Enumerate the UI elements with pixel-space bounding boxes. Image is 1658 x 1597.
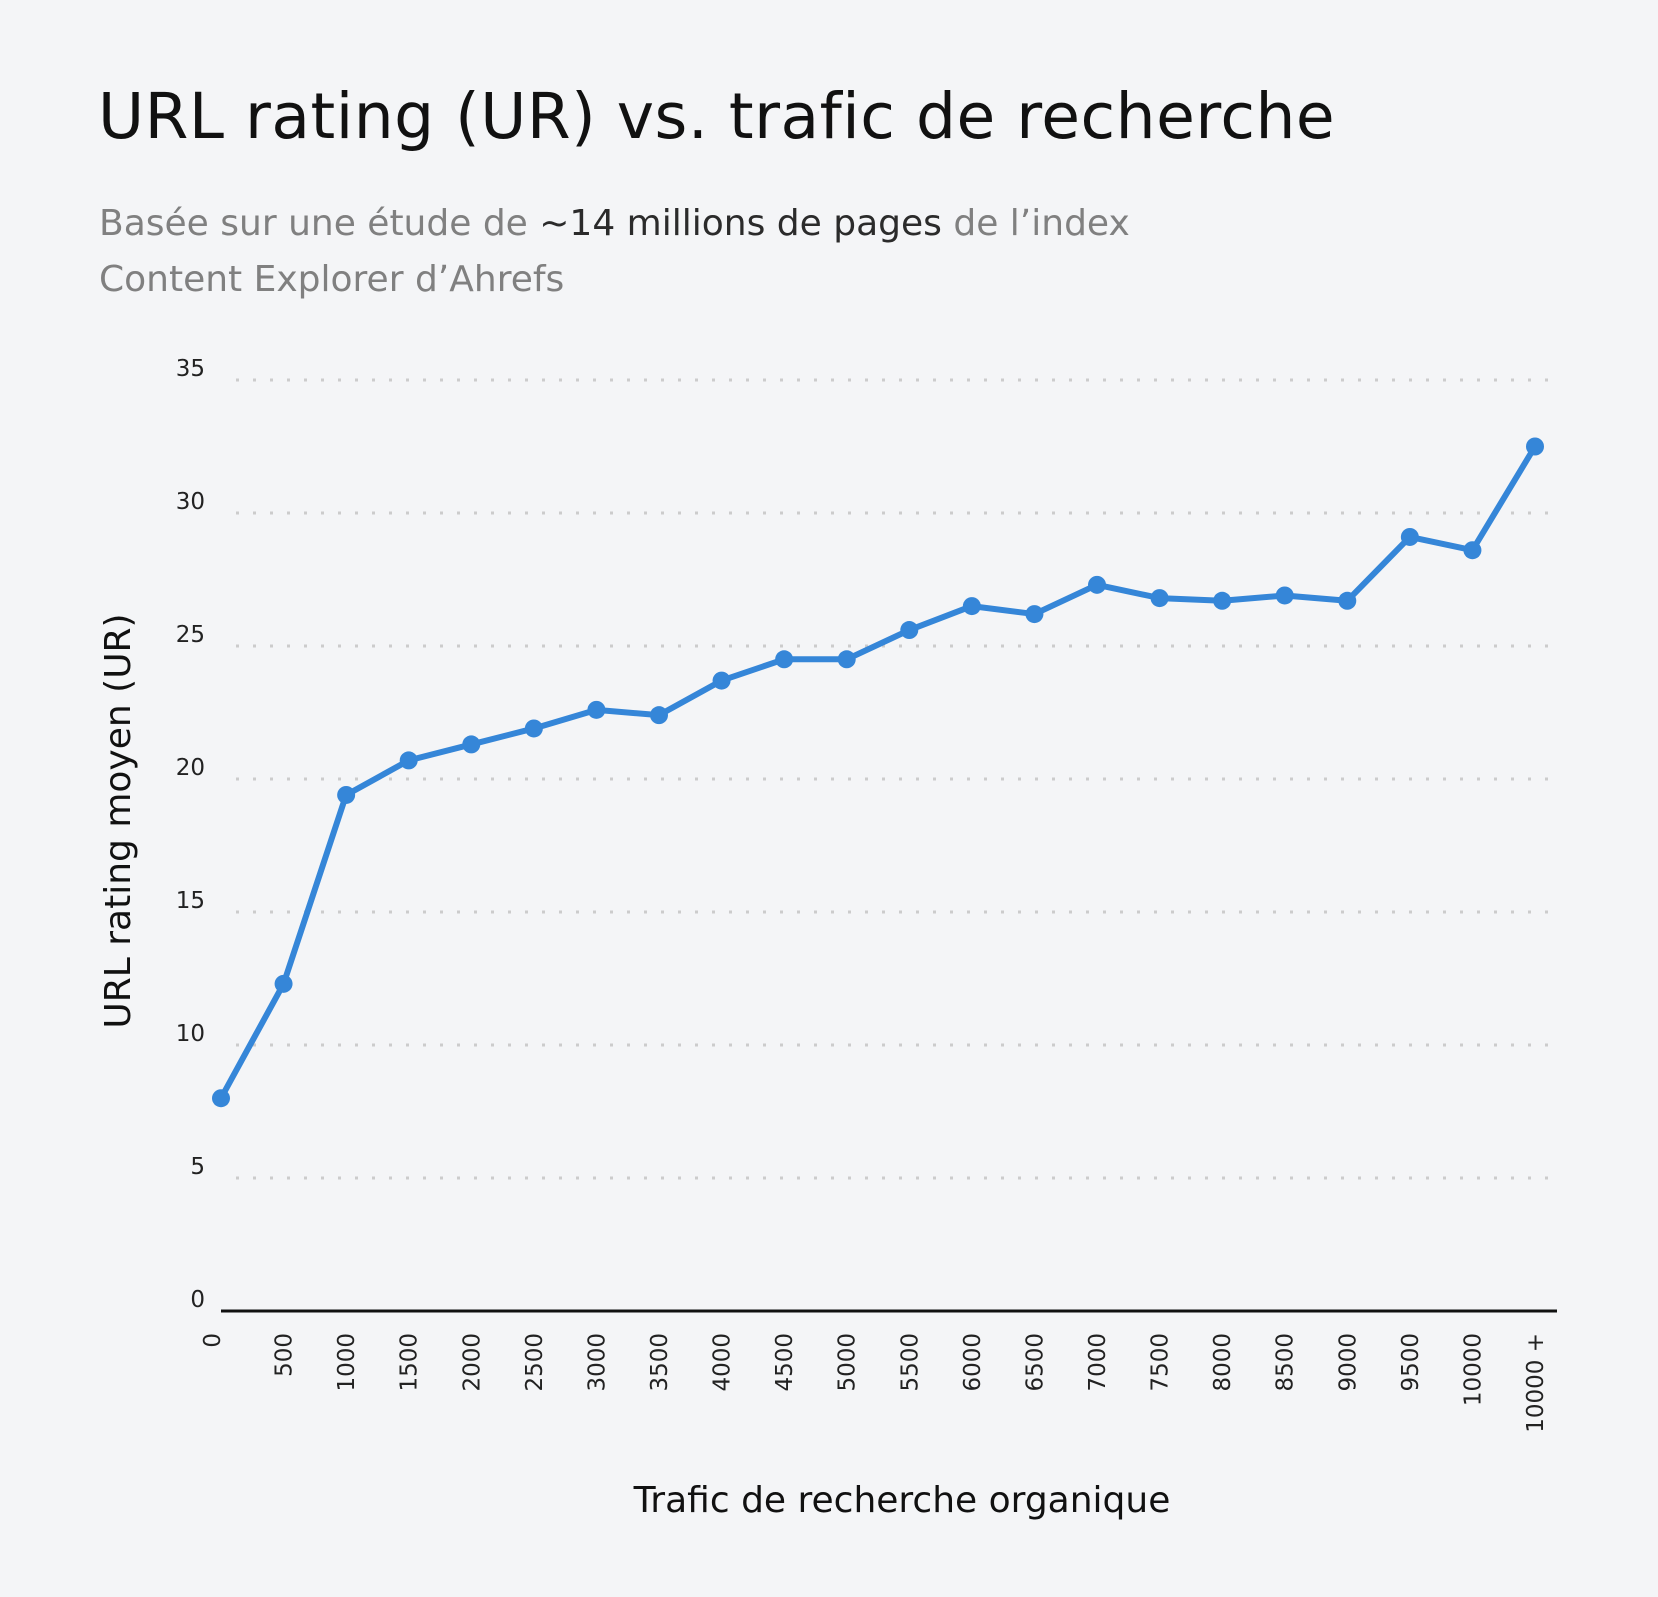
y-tick-label: 5 xyxy=(190,1154,205,1180)
x-tick-label: 1500 xyxy=(397,1333,423,1392)
data-point xyxy=(337,785,356,804)
x-tick-label: 8000 xyxy=(1210,1333,1236,1392)
y-tick-labels: 0 5 10 15 20 25 30 35 xyxy=(176,356,205,1313)
x-tick-label: 6000 xyxy=(960,1333,986,1392)
data-point xyxy=(212,1089,230,1108)
y-tick-label: 10 xyxy=(176,1021,205,1047)
x-tick-label: 5500 xyxy=(897,1333,923,1392)
x-tick-label: 3000 xyxy=(584,1333,610,1392)
data-point xyxy=(1338,591,1357,610)
y-tick-label: 35 xyxy=(176,356,205,382)
x-tick-label: 1000 xyxy=(334,1333,360,1392)
x-tick-label: 9500 xyxy=(1398,1333,1424,1392)
data-point xyxy=(1088,575,1106,594)
x-tick-label: 4500 xyxy=(772,1333,798,1392)
data-point xyxy=(900,621,919,640)
x-tick-label: 5000 xyxy=(835,1333,861,1392)
x-tick-label: 7000 xyxy=(1085,1333,1111,1392)
data-point xyxy=(1213,591,1232,610)
x-tick-label: 3500 xyxy=(647,1333,673,1392)
x-tick-label: 6500 xyxy=(1022,1333,1048,1392)
data-point xyxy=(1150,589,1169,608)
chart-subtitle: Basée sur une étude de ~14 millions de p… xyxy=(99,196,1149,308)
data-point xyxy=(1025,605,1044,624)
data-points xyxy=(212,437,1544,1108)
x-tick-label: 10000 + xyxy=(1523,1333,1549,1433)
x-tick-label: 0 xyxy=(200,1333,226,1348)
x-tick-label: 500 xyxy=(272,1333,298,1377)
gridlines xyxy=(236,378,1557,1180)
x-tick-label: 10000 xyxy=(1460,1333,1486,1406)
x-tick-label: 2500 xyxy=(522,1333,548,1392)
data-point xyxy=(587,700,606,719)
data-point xyxy=(274,974,293,993)
y-tick-label: 25 xyxy=(176,622,205,648)
data-point xyxy=(1400,527,1419,546)
data-point xyxy=(775,650,794,669)
y-tick-label: 30 xyxy=(176,489,205,515)
data-point xyxy=(962,597,981,616)
data-point xyxy=(1526,437,1544,456)
data-point xyxy=(1275,586,1294,605)
y-tick-label: 15 xyxy=(176,888,205,914)
series-line xyxy=(218,444,1538,1100)
data-point xyxy=(1463,541,1482,560)
y-tick-label: 0 xyxy=(190,1287,205,1313)
chart-title: URL rating (UR) vs. trafic de recherche xyxy=(98,80,1336,153)
y-tick-label: 20 xyxy=(176,755,205,781)
data-point xyxy=(712,671,731,690)
x-tick-label: 2000 xyxy=(459,1333,485,1392)
x-tick-label: 8500 xyxy=(1273,1333,1299,1392)
x-tick-labels: 0 500 1000 1500 2000 2500 3000 3500 4000 4500 5000… xyxy=(200,1333,1549,1433)
x-axis-label: Trafic de recherche organique xyxy=(633,1480,1171,1521)
x-tick-label: 9000 xyxy=(1335,1333,1361,1392)
data-point xyxy=(524,719,543,738)
y-axis-label: URL rating moyen (UR) xyxy=(98,613,139,1028)
data-point xyxy=(650,706,668,725)
x-tick-label: 7500 xyxy=(1148,1333,1174,1392)
data-point xyxy=(837,650,856,669)
data-point xyxy=(462,735,481,754)
subtitle-part1: Basée sur une étude de xyxy=(99,203,540,244)
subtitle-emphasis: ~14 millions de pages xyxy=(539,203,942,244)
x-tick-label: 4000 xyxy=(710,1333,736,1392)
subtitle-part2: de l’index Content Explorer d’Ahrefs xyxy=(99,203,1130,300)
data-point xyxy=(399,751,418,770)
